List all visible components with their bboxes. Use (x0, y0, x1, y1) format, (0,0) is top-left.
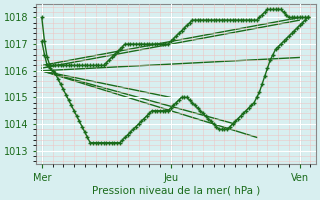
X-axis label: Pression niveau de la mer( hPa ): Pression niveau de la mer( hPa ) (92, 186, 260, 196)
